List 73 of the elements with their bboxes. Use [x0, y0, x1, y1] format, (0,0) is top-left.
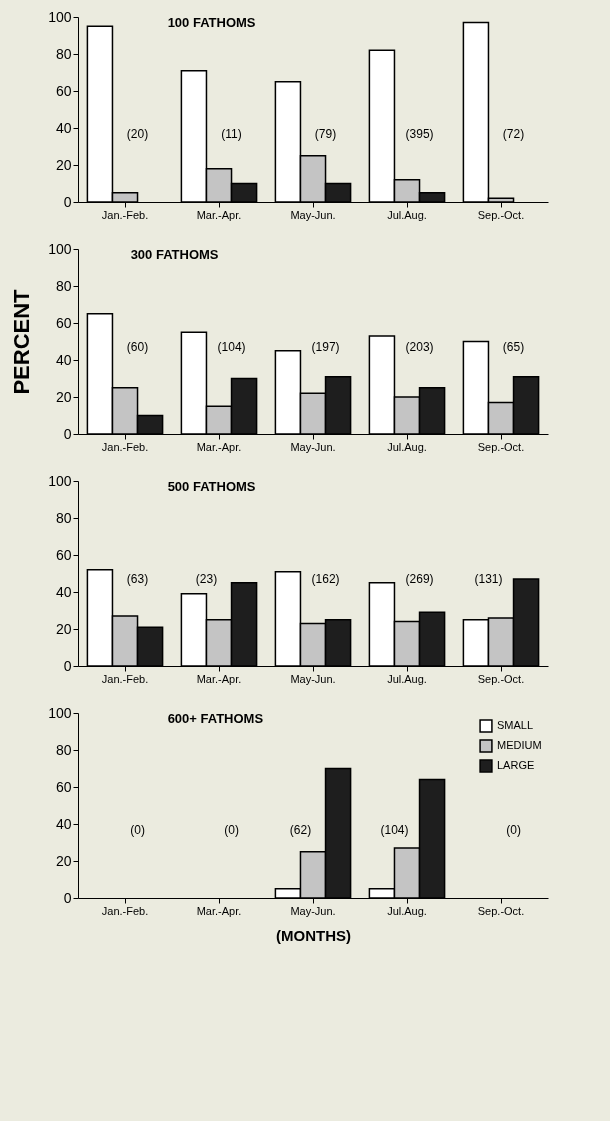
y-tick-label: 80 [55, 45, 72, 62]
x-tick-label: Jan.-Feb. [101, 672, 149, 685]
y-tick-label: 40 [55, 351, 72, 368]
y-tick-label: 20 [55, 388, 72, 405]
annotation: (104) [217, 340, 246, 355]
annotation: (62) [289, 822, 312, 837]
annotation: (269) [405, 572, 434, 587]
annotation: (60) [126, 340, 149, 355]
annotation: (20) [126, 126, 149, 141]
x-tick-label: Sep.-Oct. [477, 440, 525, 453]
annotation: (131) [474, 572, 503, 587]
annotation: (197) [311, 340, 340, 355]
annotation: (104) [380, 822, 409, 837]
y-tick-label: 0 [63, 425, 72, 442]
x-tick-label: Mar.-Apr. [196, 440, 242, 453]
chart-title: 300 FATHOMS [130, 247, 219, 262]
x-tick-label: Mar.-Apr. [196, 672, 242, 685]
y-tick-label: 60 [55, 314, 72, 331]
annotation: (0) [506, 822, 521, 837]
annotation: (0) [130, 822, 145, 837]
y-tick-label: 100 [48, 472, 72, 489]
x-tick-label: May-Jun. [290, 672, 336, 685]
y-tick-label: 40 [55, 815, 72, 832]
chart-title: 500 FATHOMS [167, 479, 256, 494]
x-tick-label: Mar.-Apr. [196, 904, 242, 917]
x-tick-label: Sep.-Oct. [477, 672, 525, 685]
x-tick-label: Jul.Aug. [387, 672, 427, 685]
legend-label: MEDIUM [497, 739, 542, 751]
x-tick-label: May-Jun. [290, 208, 336, 221]
y-tick-label: 60 [55, 546, 72, 563]
annotation: (162) [311, 572, 340, 587]
y-tick-label: 80 [55, 509, 72, 526]
y-tick-label: 20 [55, 620, 72, 637]
y-tick-label: 40 [55, 583, 72, 600]
annotation: (23) [195, 572, 218, 587]
y-tick-label: 0 [63, 193, 72, 210]
x-tick-label: Jan.-Feb. [101, 904, 149, 917]
annotation: (0) [224, 822, 239, 837]
x-tick-label: May-Jun. [290, 440, 336, 453]
annotation: (65) [502, 340, 525, 355]
legend-label: LARGE [497, 759, 535, 771]
y-tick-label: 60 [55, 82, 72, 99]
legend-label: SMALL [497, 719, 534, 731]
annotation: (63) [126, 572, 149, 587]
y-tick-label: 80 [55, 277, 72, 294]
y-tick-label: 100 [48, 704, 72, 721]
y-tick-label: 100 [48, 8, 72, 25]
annotation: (79) [314, 126, 337, 141]
x-tick-label: May-Jun. [290, 904, 336, 917]
x-tick-label: Jan.-Feb. [101, 440, 149, 453]
y-tick-label: 20 [55, 852, 72, 869]
annotation: (203) [405, 340, 434, 355]
y-tick-label: 0 [63, 889, 72, 906]
x-tick-label: Jul.Aug. [387, 208, 427, 221]
x-tick-label: Jan.-Feb. [101, 208, 149, 221]
annotation: (11) [221, 126, 242, 141]
x-tick-label: Sep.-Oct. [477, 208, 525, 221]
annotation: (395) [405, 126, 434, 141]
x-tick-label: Jul.Aug. [387, 440, 427, 453]
x-tick-label: Mar.-Apr. [196, 208, 242, 221]
y-tick-label: 0 [63, 657, 72, 674]
chart-title: 100 FATHOMS [167, 15, 256, 30]
y-tick-label: 40 [55, 119, 72, 136]
y-tick-label: 20 [55, 156, 72, 173]
y-tick-label: 60 [55, 778, 72, 795]
x-tick-label: Sep.-Oct. [477, 904, 525, 917]
chart-title: 600+ FATHOMS [167, 711, 264, 726]
y-axis-title: PERCENT [9, 288, 35, 395]
annotation: (72) [502, 126, 525, 141]
y-tick-label: 100 [48, 240, 72, 257]
x-axis-title: (MONTHS) [276, 926, 351, 944]
y-tick-label: 80 [55, 741, 72, 758]
x-tick-label: Jul.Aug. [387, 904, 427, 917]
